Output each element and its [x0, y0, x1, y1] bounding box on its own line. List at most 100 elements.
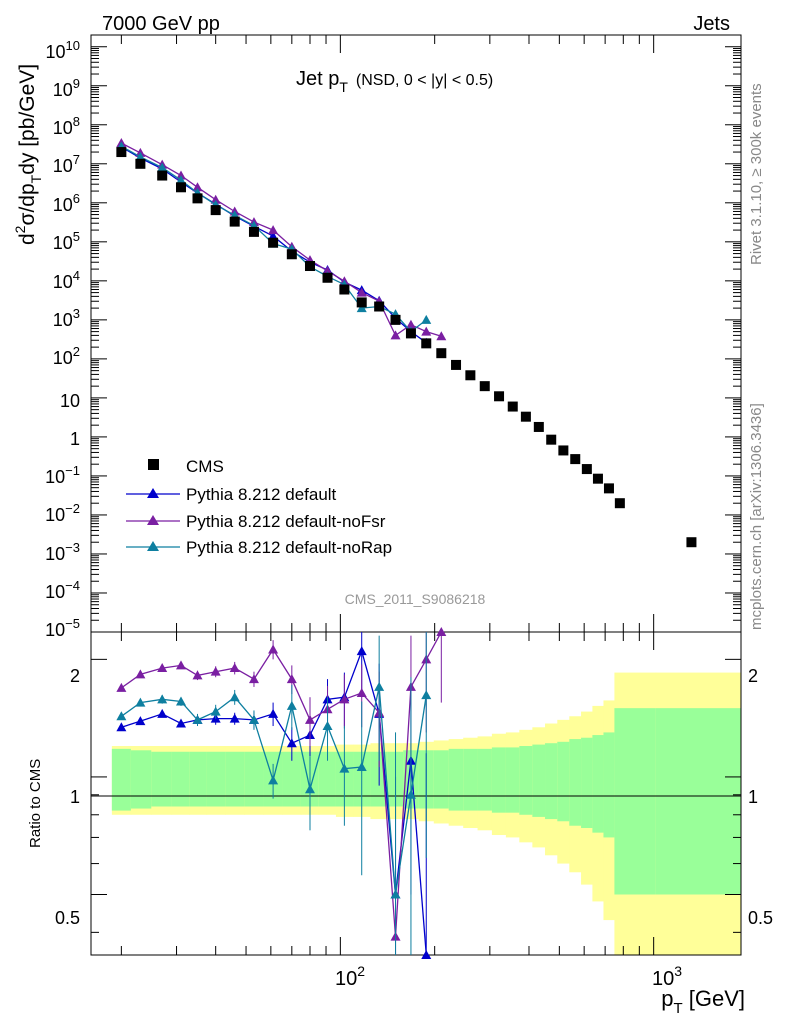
ratio-band-inner: [463, 748, 479, 811]
series-nofsr-point: [356, 287, 367, 297]
ratio-nofsr-point: [248, 674, 259, 684]
cms-point: [116, 147, 127, 158]
ratio-tick-1-right: 1: [748, 787, 758, 807]
ratio-band-inner: [448, 748, 464, 811]
ratio-norap-point: [116, 711, 127, 721]
series-nofsr-point: [322, 265, 333, 275]
ratio-band-inner: [581, 737, 593, 829]
ratio-norap-point: [390, 889, 401, 899]
ytick-10: 10: [60, 391, 80, 411]
ratio-default-point: [268, 708, 279, 718]
ratio-nofsr-point: [286, 674, 297, 684]
cms-point: [192, 193, 203, 204]
ratio-nofsr-point: [229, 663, 240, 673]
cms-point: [558, 445, 569, 456]
ratio-norap-point: [135, 697, 146, 707]
ratio-tick-05-right: 0.5: [748, 908, 773, 928]
ratio-nofsr-point: [339, 694, 350, 704]
ratio-norap-point: [286, 700, 297, 710]
ytick-1e2: 102: [53, 344, 80, 368]
ytick-1: 1: [70, 429, 80, 449]
ratio-default-point: [116, 722, 127, 732]
cms-point: [356, 297, 367, 308]
ratio-nofsr-point: [268, 644, 279, 654]
ratio-norap-point: [304, 784, 315, 794]
ratio-nofsr-point: [304, 714, 315, 724]
ytick-1e-4: 10−4: [45, 578, 80, 602]
series-nofsr-point: [192, 182, 203, 192]
ytick-1e7: 107: [53, 152, 80, 176]
ratio-panel-frame: [90, 631, 742, 956]
series-nofsr-point: [175, 170, 186, 180]
ratio-norap-point: [157, 694, 168, 704]
series-norap-point: [356, 303, 367, 313]
ratio-band-inner: [592, 735, 604, 833]
ytick-1e6: 106: [53, 191, 80, 215]
ratio-norap-point: [268, 775, 279, 785]
ratio-norap-point: [421, 690, 432, 700]
series-nofsr-point: [390, 330, 401, 340]
legend-default-label: Pythia 8.212 default: [186, 485, 337, 504]
cms-point: [603, 483, 614, 494]
ratio-band-inner: [655, 708, 742, 895]
x-axis-label: pT [GeV]: [661, 986, 745, 1017]
ratio-band-inner: [505, 747, 520, 813]
series-norap-point: [135, 151, 146, 161]
ratio-band-inner: [225, 751, 245, 807]
ratio-default-point: [157, 708, 168, 718]
cms-point: [592, 473, 603, 484]
series-norap-point: [421, 314, 432, 324]
ratio-nofsr-point: [135, 669, 146, 679]
ytick-1e-2: 10−2: [45, 501, 80, 525]
cms-point: [581, 464, 592, 475]
cms-point: [135, 158, 146, 169]
legend-nofsr-label: Pythia 8.212 default-noFsr: [186, 512, 386, 531]
analysis-watermark: CMS_2011_S9086218: [345, 591, 486, 607]
ratio-band-inner: [532, 744, 546, 817]
upper-series: [116, 138, 697, 548]
cms-point: [210, 205, 221, 216]
ratio-band-inner: [171, 751, 190, 807]
ratio-default-point: [356, 646, 367, 656]
header-left: 7000 GeV pp: [102, 13, 220, 35]
ratio-tick-1-left: 1: [70, 787, 80, 807]
cms-point: [175, 182, 186, 193]
ratio-nofsr-point: [175, 660, 186, 670]
series-nofsr-point: [421, 326, 432, 336]
cms-point: [546, 434, 557, 445]
cms-point: [494, 391, 505, 402]
ratio-norap-point: [356, 762, 367, 772]
ratio-default-point: [229, 713, 240, 723]
cms-point: [268, 237, 279, 248]
ratio-band-inner: [557, 741, 570, 822]
ratio-nofsr-point: [157, 663, 168, 673]
mcplots-label: mcplots.cern.ch [arXiv:1306.3436]: [748, 403, 765, 630]
series-norap-point: [157, 162, 168, 172]
cms-point: [405, 328, 416, 339]
ytick-1e9: 109: [53, 76, 80, 100]
ratio-norap-point: [210, 706, 221, 716]
legend-cms-marker: [148, 459, 159, 470]
ratio-default-point: [135, 716, 146, 726]
cms-point: [465, 370, 476, 381]
ratio-norap-point: [192, 714, 203, 724]
ratio-nofsr-point: [210, 666, 221, 676]
rivet-label: Rivet 3.1.10, ≥ 300k events: [748, 83, 765, 265]
ratio-norap-point: [405, 789, 416, 799]
ytick-1e3: 103: [53, 306, 80, 330]
ratio-band-inner: [318, 751, 337, 807]
cms-point: [229, 216, 240, 227]
ratio-band-inner: [111, 748, 132, 811]
xtick-100: 102: [335, 963, 365, 990]
ratio-norap-point: [322, 721, 333, 731]
ratio-band-inner: [151, 751, 173, 807]
series-nofsr-point: [210, 194, 221, 204]
cms-point: [390, 314, 401, 325]
ratio-band-inner: [282, 751, 302, 807]
cms-point: [614, 498, 625, 509]
ratio-y-axis-label: Ratio to CMS: [27, 759, 44, 848]
y-axis-label: d2σ/dpTdy [pb/GeV]: [12, 64, 44, 245]
cms-point: [248, 226, 259, 237]
series-nofsr-point: [405, 319, 416, 329]
